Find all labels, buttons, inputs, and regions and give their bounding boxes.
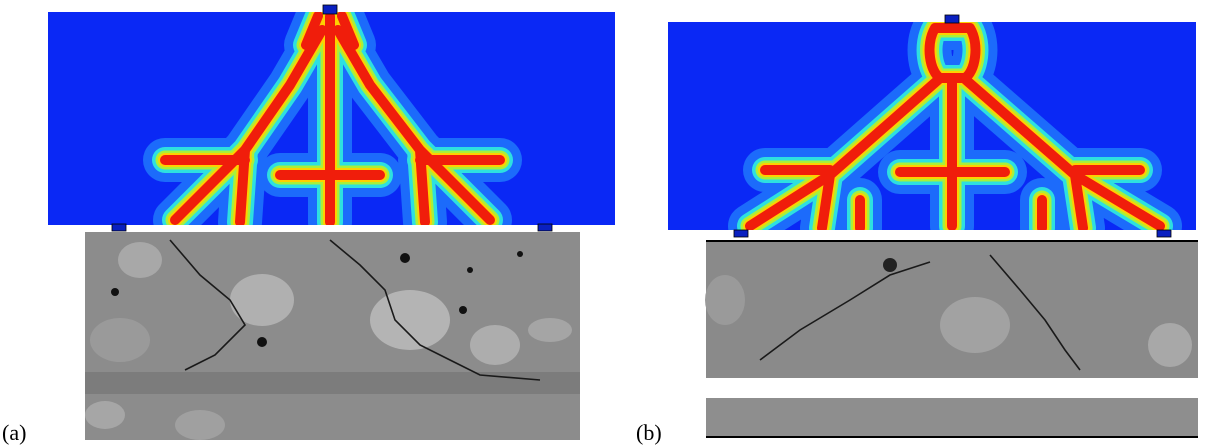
panel-label: (b) <box>636 420 662 445</box>
panel-label: (a) <box>2 420 26 445</box>
figure: (a) (b) <box>0 0 1231 446</box>
simulation-b <box>668 15 1196 237</box>
ct-scan-a <box>85 232 580 440</box>
ct-scan-b <box>705 240 1198 438</box>
simulation-a <box>48 5 615 231</box>
